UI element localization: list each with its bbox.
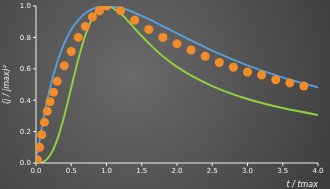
svg-text:4.0: 4.0 xyxy=(312,167,322,175)
svg-text:1.0: 1.0 xyxy=(101,167,112,175)
svg-text:3.0: 3.0 xyxy=(242,167,253,175)
svg-text:(j / jmax)²: (j / jmax)² xyxy=(8,64,11,104)
svg-text:0.8: 0.8 xyxy=(20,34,31,42)
svg-text:2.0: 2.0 xyxy=(171,167,182,175)
svg-text:2.5: 2.5 xyxy=(207,167,218,175)
svg-text:0.0: 0.0 xyxy=(20,159,31,167)
svg-text:0.6: 0.6 xyxy=(20,65,32,73)
svg-text:0.4: 0.4 xyxy=(20,97,32,105)
svg-text:0.5: 0.5 xyxy=(66,167,77,175)
svg-text:0.0: 0.0 xyxy=(30,167,41,175)
svg-text:1.5: 1.5 xyxy=(136,167,147,175)
svg-text:t / tmax: t / tmax xyxy=(287,180,319,189)
svg-text:3.5: 3.5 xyxy=(277,167,288,175)
svg-text:1.0: 1.0 xyxy=(20,2,31,10)
svg-text:0.2: 0.2 xyxy=(20,128,31,136)
